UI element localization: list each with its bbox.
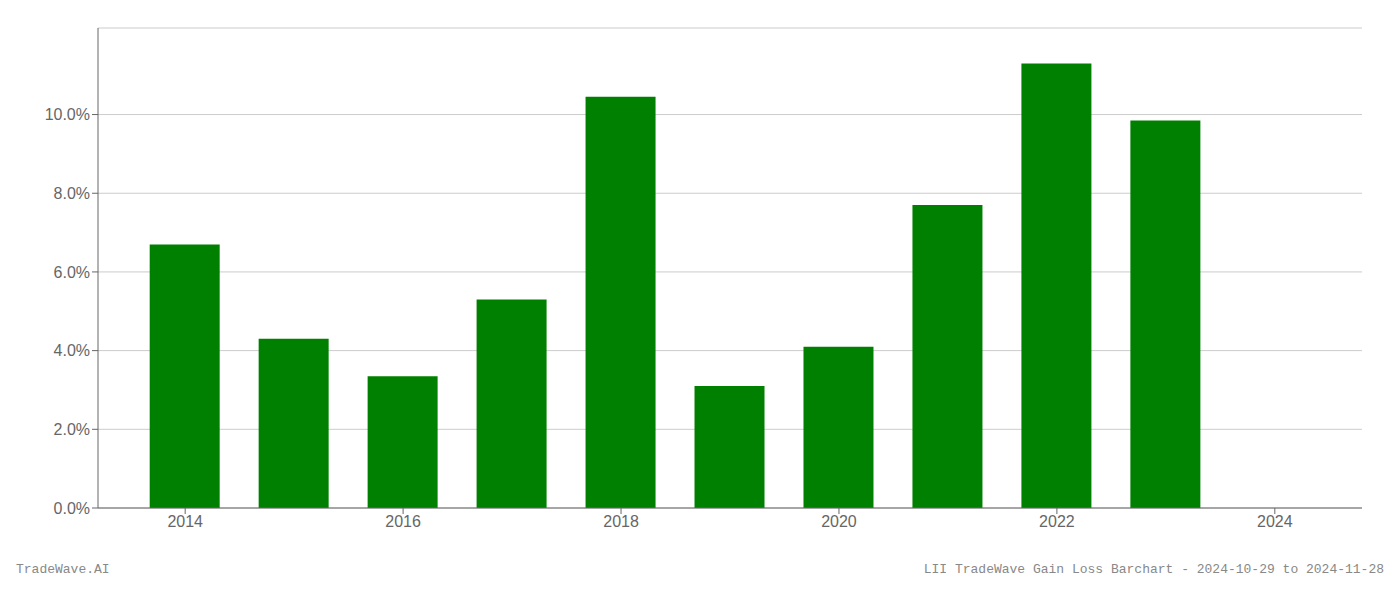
svg-text:2.0%: 2.0%: [54, 421, 90, 438]
svg-text:6.0%: 6.0%: [54, 264, 90, 281]
svg-text:2024: 2024: [1257, 513, 1293, 530]
html-text:LII TradeWave Gain Loss Barcha: LII TradeWave Gain Loss Barchart - 2024-…: [923, 562, 1384, 577]
svg-text:2014: 2014: [167, 513, 203, 530]
svg-text:2020: 2020: [821, 513, 857, 530]
svg-text:8.0%: 8.0%: [54, 185, 90, 202]
svg-text:2016: 2016: [385, 513, 421, 530]
svg-text:2018: 2018: [603, 513, 639, 530]
svg-text:10.0%: 10.0%: [45, 106, 90, 123]
svg-text:0.0%: 0.0%: [54, 500, 90, 517]
svg-text:4.0%: 4.0%: [54, 342, 90, 359]
html-text:TradeWave.AI: TradeWave.AI: [16, 562, 110, 577]
svg-text:2022: 2022: [1039, 513, 1075, 530]
